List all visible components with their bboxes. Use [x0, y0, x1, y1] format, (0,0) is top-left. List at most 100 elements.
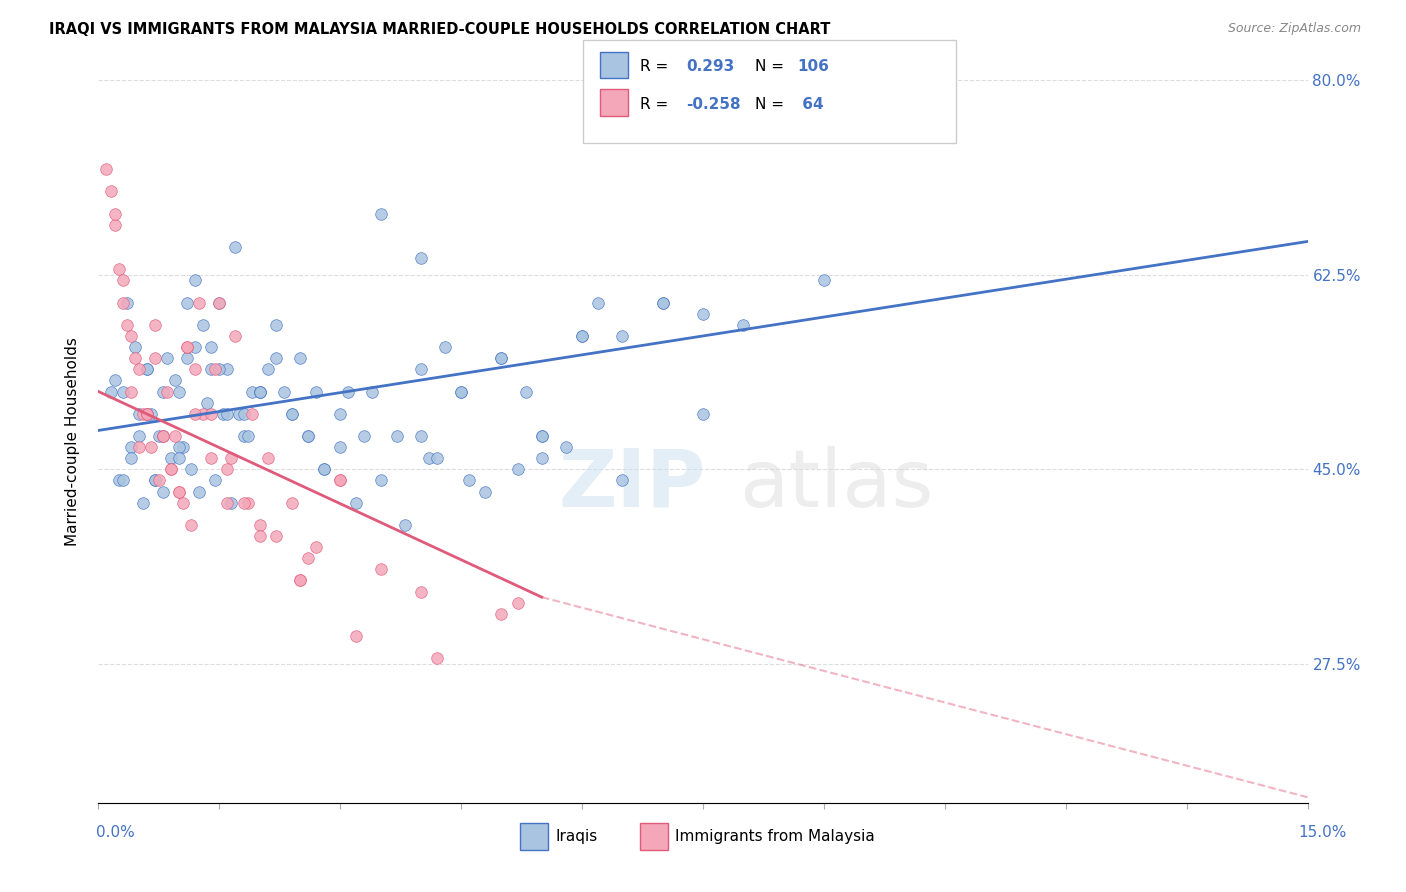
Point — [491, 351, 513, 366]
Point — [139, 440, 162, 454]
Point — [264, 318, 287, 332]
Point — [111, 295, 134, 310]
Text: atlas: atlas — [740, 446, 934, 524]
Text: R =: R = — [640, 97, 673, 112]
Point — [143, 351, 166, 366]
Point — [370, 562, 392, 576]
Point — [128, 362, 150, 376]
Point — [204, 474, 226, 488]
Point — [418, 451, 440, 466]
Point — [152, 429, 174, 443]
Point — [167, 484, 190, 499]
Point — [571, 329, 593, 343]
Point — [249, 529, 271, 543]
Point — [212, 407, 235, 421]
Point — [426, 451, 449, 466]
Point — [152, 484, 174, 499]
Point — [458, 474, 481, 488]
Point — [204, 362, 226, 376]
Point — [692, 307, 714, 321]
Point — [135, 362, 157, 376]
Point — [281, 407, 304, 421]
Point — [506, 462, 529, 476]
Point — [217, 462, 239, 476]
Point — [329, 440, 352, 454]
Point — [172, 440, 194, 454]
Point — [193, 407, 215, 421]
Text: IRAQI VS IMMIGRANTS FROM MALAYSIA MARRIED-COUPLE HOUSEHOLDS CORRELATION CHART: IRAQI VS IMMIGRANTS FROM MALAYSIA MARRIE… — [49, 22, 831, 37]
Point — [143, 474, 166, 488]
Point — [232, 407, 254, 421]
Point — [148, 474, 170, 488]
Point — [167, 484, 190, 499]
Point — [281, 407, 304, 421]
Point — [160, 451, 183, 466]
Point — [217, 362, 239, 376]
Point — [200, 362, 222, 376]
Point — [128, 407, 150, 421]
Point — [329, 474, 352, 488]
Point — [120, 329, 142, 343]
Point — [184, 407, 207, 421]
Text: ZIP: ZIP — [558, 446, 706, 524]
Point — [115, 318, 138, 332]
Point — [733, 318, 755, 332]
Point — [135, 362, 157, 376]
Point — [208, 295, 231, 310]
Point — [224, 240, 246, 254]
Point — [249, 384, 271, 399]
Point — [180, 462, 202, 476]
Point — [120, 440, 142, 454]
Point — [329, 474, 352, 488]
Point — [281, 496, 304, 510]
Point — [530, 429, 553, 443]
Point — [651, 295, 673, 310]
Point — [124, 340, 146, 354]
Point — [132, 496, 155, 510]
Point — [152, 429, 174, 443]
Point — [135, 407, 157, 421]
Point — [249, 384, 271, 399]
Point — [236, 496, 259, 510]
Point — [176, 295, 198, 310]
Point — [337, 384, 360, 399]
Point — [188, 295, 211, 310]
Point — [370, 207, 392, 221]
Point — [217, 407, 239, 421]
Point — [409, 429, 432, 443]
Point — [228, 407, 250, 421]
Point — [193, 318, 215, 332]
Y-axis label: Married-couple Households: Married-couple Households — [65, 337, 80, 546]
Point — [385, 429, 408, 443]
Point — [221, 496, 243, 510]
Point — [249, 517, 271, 532]
Point — [221, 451, 243, 466]
Point — [139, 407, 162, 421]
Point — [103, 207, 125, 221]
Point — [217, 496, 239, 510]
Point — [353, 429, 375, 443]
Text: Immigrants from Malaysia: Immigrants from Malaysia — [675, 830, 875, 844]
Point — [692, 407, 714, 421]
Point — [434, 340, 457, 354]
Point — [264, 529, 287, 543]
Point — [344, 496, 367, 510]
Point — [167, 440, 190, 454]
Point — [813, 273, 835, 287]
Text: 0.0%: 0.0% — [96, 825, 135, 840]
Point — [474, 484, 496, 499]
Point — [344, 629, 367, 643]
Point — [240, 407, 263, 421]
Point — [394, 517, 416, 532]
Point — [176, 351, 198, 366]
Point — [100, 384, 122, 399]
Point — [288, 351, 311, 366]
Point — [297, 429, 319, 443]
Point — [409, 251, 432, 265]
Point — [651, 295, 673, 310]
Point — [143, 318, 166, 332]
Point — [135, 407, 157, 421]
Text: 106: 106 — [797, 60, 830, 74]
Point — [200, 340, 222, 354]
Point — [208, 362, 231, 376]
